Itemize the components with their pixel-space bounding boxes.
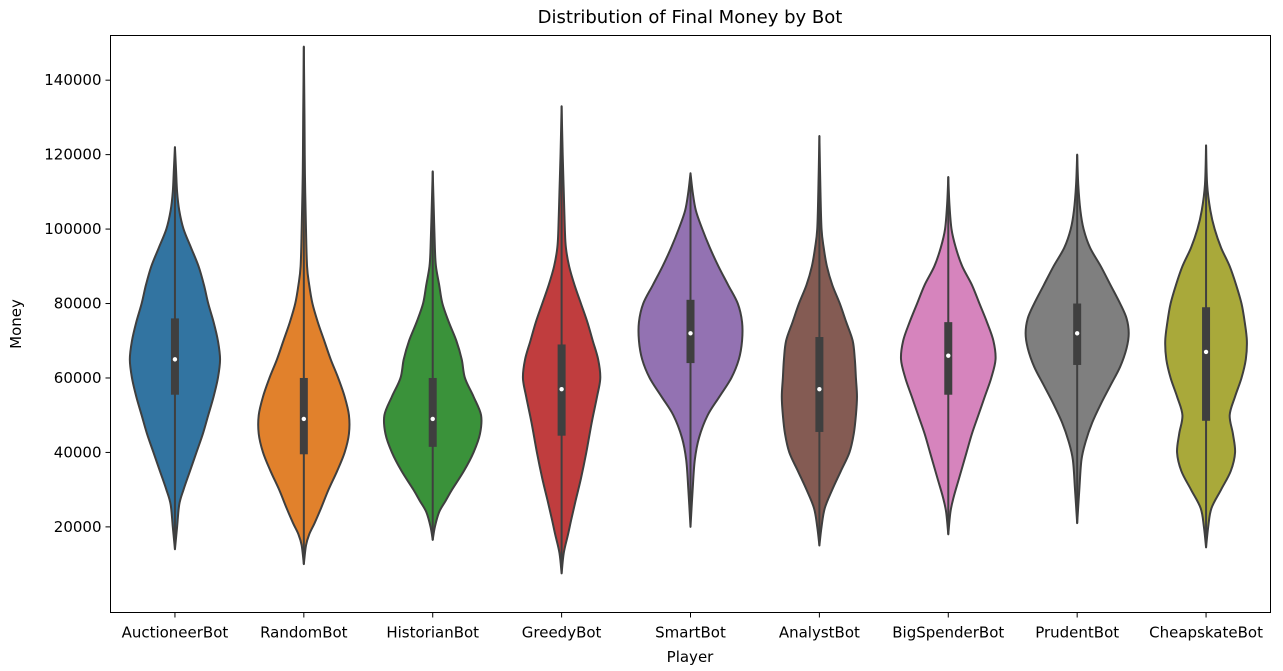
violin-median-point (688, 331, 693, 336)
x-tick-label: RandomBot (260, 624, 348, 642)
violin-smartbot (637, 172, 744, 528)
y-tick-label: 20000 (54, 518, 102, 536)
violin-analystbot (780, 135, 858, 547)
violin-median-point (946, 353, 951, 358)
y-axis-label: Money (7, 299, 25, 349)
x-axis-label: Player (667, 648, 715, 666)
violins (128, 45, 1248, 575)
y-tick-label: 60000 (54, 369, 102, 387)
violin-iqr-box (299, 377, 308, 455)
violin-median-point (172, 357, 178, 362)
violin-iqr-box (944, 322, 953, 395)
violin-median-point (559, 386, 564, 392)
y-axis: 20000 40000 60000 80000 100000 120000 140000 (44, 71, 111, 536)
x-tick-label: CheapskateBot (1149, 624, 1263, 642)
violin-iqr-box (428, 377, 437, 447)
x-tick-label: GreedyBot (522, 624, 602, 642)
violin-median-point (1203, 349, 1209, 355)
violin-auctioneerbot (128, 146, 222, 551)
x-tick-label: AnalystBot (779, 624, 860, 642)
chart-title: Distribution of Final Money by Bot (538, 7, 843, 28)
x-tick-label: BigSpenderBot (892, 624, 1004, 642)
y-tick-label: 80000 (54, 295, 102, 313)
y-tick-label: 140000 (44, 71, 101, 89)
y-tick-label: 120000 (44, 146, 101, 164)
y-tick-label: 40000 (54, 443, 102, 461)
violin-randombot (257, 45, 351, 566)
x-tick-label: SmartBot (655, 624, 726, 642)
violin-median-point (301, 416, 307, 422)
violin-cheapskatebot (1164, 144, 1248, 549)
violin-iqr-box (1202, 307, 1211, 421)
violin-iqr-box (170, 318, 179, 395)
violin-iqr-box (815, 337, 824, 432)
violin-median-point (430, 416, 435, 422)
x-tick-label: PrudentBot (1035, 624, 1119, 642)
violin-prudentbot (1024, 153, 1130, 525)
violin-median-point (1074, 331, 1080, 336)
y-tick-label: 100000 (44, 220, 101, 238)
violin-median-point (817, 386, 822, 392)
x-axis: AuctioneerBot RandomBot HistorianBot Greedy… (122, 612, 1263, 642)
x-tick-label: HistorianBot (386, 624, 479, 642)
violin-greedybot (521, 105, 602, 575)
violin-historianbot (382, 170, 483, 541)
violin-bigspenderbot (899, 175, 997, 536)
x-tick-label: AuctioneerBot (122, 624, 229, 642)
